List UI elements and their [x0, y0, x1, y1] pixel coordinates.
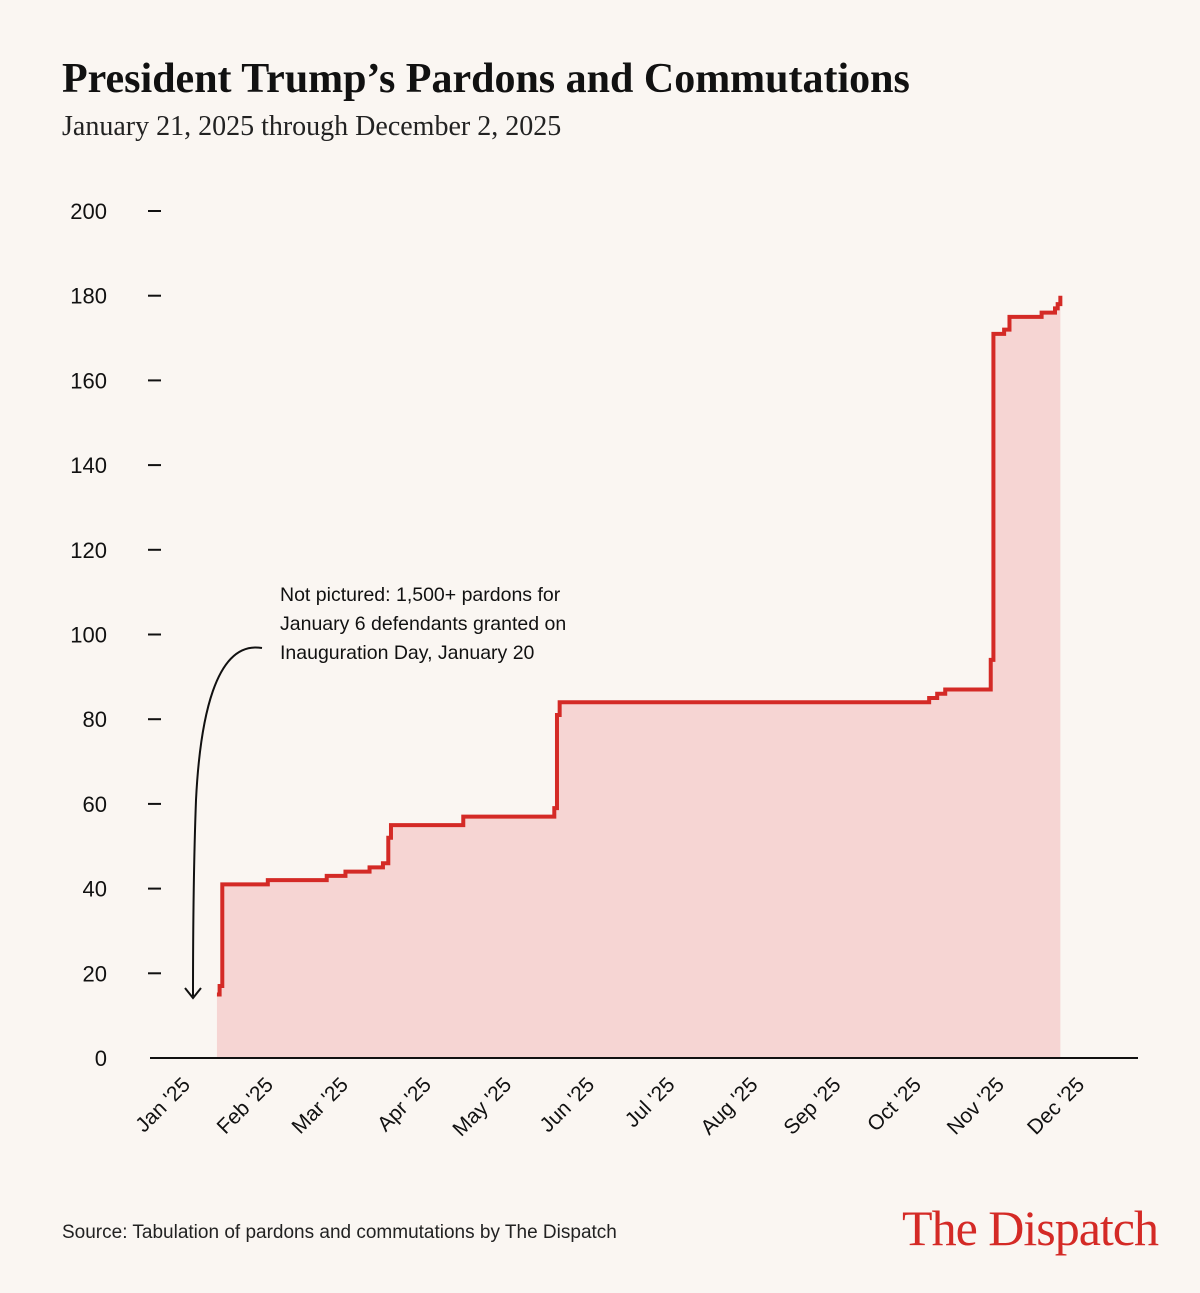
x-tick-label: May '25 [448, 1073, 516, 1141]
brand: The Dispatch [902, 1200, 1159, 1256]
x-tick-label: Aug '25 [696, 1073, 762, 1139]
source: Source: Tabulation of pardons and commut… [62, 1222, 617, 1243]
y-tick-label: 160 [70, 368, 107, 393]
annotation: January 6 defendants granted on [280, 613, 566, 635]
x-tick-label: Jan '25 [131, 1073, 195, 1137]
x-tick-label: Feb '25 [213, 1073, 278, 1138]
x-tick-label: Mar '25 [288, 1073, 353, 1138]
x-tick-label: Apr '25 [373, 1073, 436, 1136]
y-tick-label: 140 [70, 453, 107, 478]
x-tick-label: Nov '25 [943, 1073, 1009, 1139]
y-tick-label: 0 [95, 1046, 107, 1071]
y-tick-label: 20 [83, 961, 107, 986]
y-tick-label: 80 [83, 707, 107, 732]
x-tick-label: Jun '25 [536, 1073, 600, 1137]
chart-title: President Trump’s Pardons and Commutatio… [62, 56, 910, 102]
x-tick-label: Dec '25 [1023, 1073, 1089, 1139]
area [216, 295, 1061, 1058]
annotation: Inauguration Day, January 20 [280, 642, 535, 664]
x-tick-label: Oct '25 [863, 1073, 926, 1136]
chart-subtitle: January 21, 2025 through December 2, 202… [62, 111, 561, 142]
y-tick-label: 120 [70, 538, 107, 563]
annotation-arrow [192, 646, 263, 997]
x-tick-label: Jul '25 [621, 1073, 680, 1132]
annotation-arrowhead [184, 987, 202, 1000]
annotation: Not pictured: 1,500+ pardons for [280, 584, 561, 606]
x-tick-label: Sep '25 [779, 1073, 845, 1139]
line [216, 295, 1063, 997]
y-tick-label: 200 [70, 199, 107, 224]
y-tick-label: 180 [70, 284, 107, 309]
y-tick-label: 40 [83, 877, 107, 902]
y-tick-label: 100 [70, 623, 107, 648]
y-tick-label: 60 [83, 792, 107, 817]
